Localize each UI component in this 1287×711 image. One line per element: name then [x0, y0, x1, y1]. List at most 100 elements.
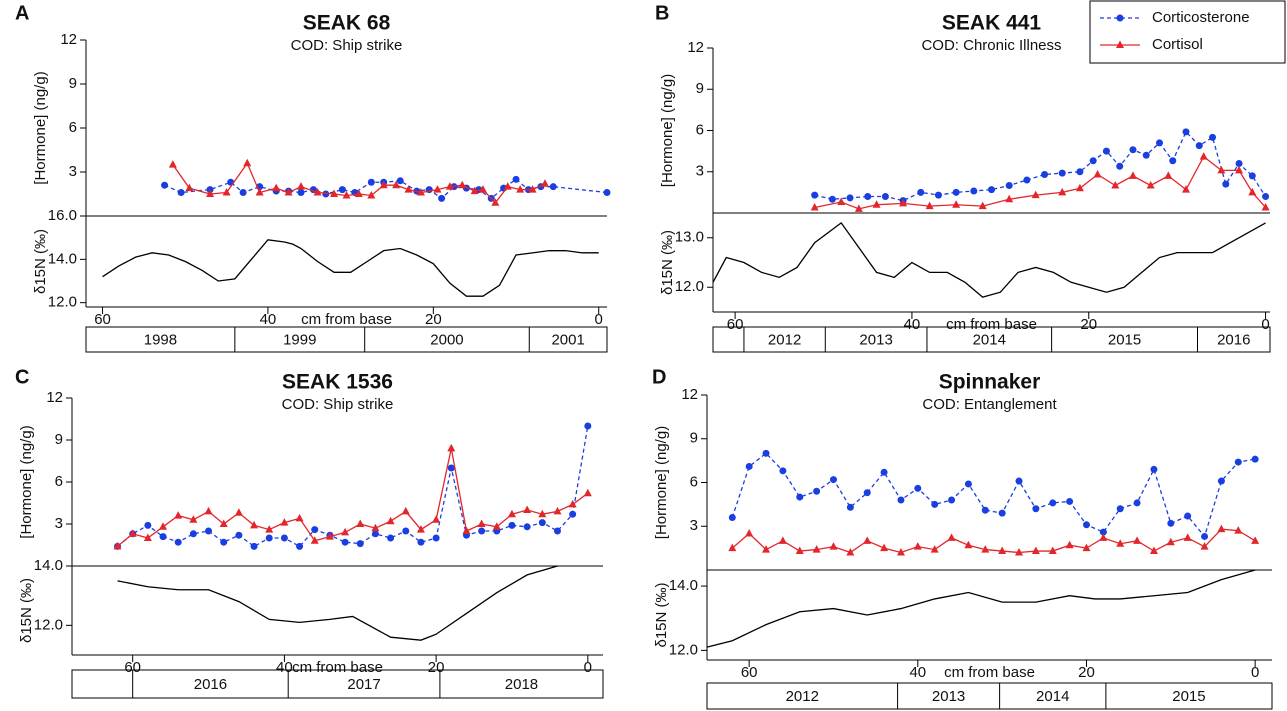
point: [913, 542, 922, 550]
point: [1005, 194, 1014, 203]
year-bar: [712, 326, 1271, 353]
point: [516, 185, 525, 193]
point: [1116, 505, 1124, 513]
iso-y-tick-label: 12.0: [669, 641, 698, 658]
point: [603, 189, 611, 197]
point: [280, 518, 289, 526]
point: [1217, 165, 1226, 174]
point: [1146, 181, 1155, 189]
y-axis-label: [Hormone] (ng/g): [18, 425, 35, 538]
point: [1031, 190, 1040, 199]
legend-box: [1089, 0, 1286, 64]
point: [512, 175, 520, 183]
point: [447, 464, 455, 472]
y-axis-label: [Hormone] (ng/g): [653, 426, 670, 539]
point: [478, 527, 486, 535]
point: [538, 509, 547, 518]
isotope-line: [706, 569, 1256, 648]
point: [863, 489, 871, 497]
point: [295, 513, 304, 522]
y-tick-label: 6: [690, 473, 698, 490]
point: [367, 190, 376, 199]
point: [854, 204, 863, 212]
point: [401, 506, 410, 515]
point: [952, 188, 960, 196]
legend-label: Cortisol: [1152, 36, 1203, 53]
x-tick-label: 20: [428, 659, 445, 676]
point: [205, 527, 213, 535]
year-bar: [71, 669, 604, 699]
point: [1183, 533, 1192, 541]
iso-y-tick-label: 16.0: [48, 207, 77, 224]
point: [829, 542, 838, 550]
point: [379, 180, 388, 189]
point: [1058, 169, 1066, 177]
point: [1167, 519, 1175, 527]
iso-y-tick-label: 12.0: [48, 294, 77, 311]
point: [1169, 157, 1177, 165]
point: [1235, 160, 1243, 167]
point: [1155, 139, 1163, 147]
point: [159, 533, 167, 541]
point: [341, 527, 350, 536]
point: [583, 488, 592, 497]
panel-title: SEAK 441: [942, 12, 1042, 35]
point: [174, 538, 182, 546]
point: [296, 542, 304, 550]
point: [1217, 524, 1226, 533]
legend-marker: [1116, 14, 1124, 22]
point: [311, 526, 319, 534]
series-line: [731, 452, 1256, 538]
point: [1261, 203, 1270, 211]
point: [1005, 182, 1013, 189]
point: [265, 525, 274, 533]
point: [128, 529, 137, 537]
point: [1164, 171, 1173, 179]
point: [812, 545, 821, 553]
point: [1128, 171, 1137, 179]
point: [492, 522, 501, 530]
point: [881, 193, 889, 200]
y-tick-label: 12: [687, 39, 704, 56]
point: [1201, 532, 1209, 540]
point: [143, 533, 152, 541]
point: [584, 422, 592, 430]
y-tick-label: 12: [46, 389, 63, 406]
year-label: 2001: [551, 331, 584, 348]
point: [185, 183, 194, 192]
point: [1065, 540, 1074, 549]
point: [432, 534, 440, 542]
point: [1182, 128, 1190, 136]
iso-y-tick-label: 12.0: [675, 278, 704, 295]
point: [934, 191, 942, 199]
point: [1133, 499, 1141, 507]
x-tick-label: 60: [727, 316, 744, 333]
point: [462, 526, 471, 534]
point: [549, 183, 557, 191]
point: [508, 521, 516, 529]
point: [159, 522, 168, 530]
point: [1049, 499, 1057, 507]
x-axis-label: cm from base: [944, 664, 1035, 681]
series-line: [172, 161, 546, 204]
point: [417, 538, 425, 546]
year-label: 1999: [283, 331, 316, 348]
x-tick-label: 60: [94, 311, 111, 328]
year-label: 2014: [973, 331, 1006, 348]
y-tick-label: 12: [60, 31, 77, 48]
point: [392, 180, 401, 189]
point: [1116, 539, 1125, 547]
point: [1200, 542, 1209, 550]
point: [1234, 458, 1242, 466]
point: [1089, 157, 1097, 165]
point: [863, 536, 872, 544]
point: [354, 189, 363, 197]
point: [1082, 543, 1091, 552]
point: [538, 519, 546, 527]
point: [947, 533, 956, 541]
panel-letter: C: [15, 366, 29, 388]
point: [553, 527, 561, 535]
point: [313, 188, 322, 196]
point: [964, 480, 972, 488]
